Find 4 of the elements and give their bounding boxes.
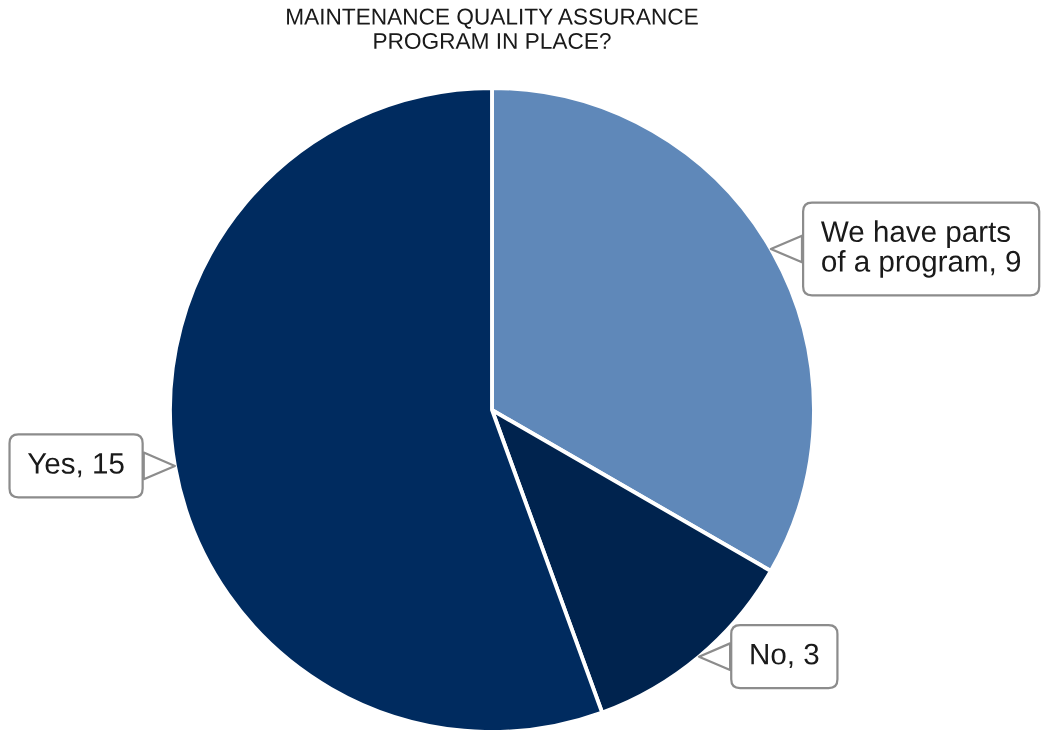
slice-label: Yes, 15: [27, 453, 124, 478]
chart-title: MAINTENANCE QUALITY ASSURANCE PROGRAM IN PLACE?: [287, 8, 698, 50]
slice-label: No, 3: [751, 643, 819, 669]
slice-label: We have parts of a program, 9: [820, 220, 1021, 278]
